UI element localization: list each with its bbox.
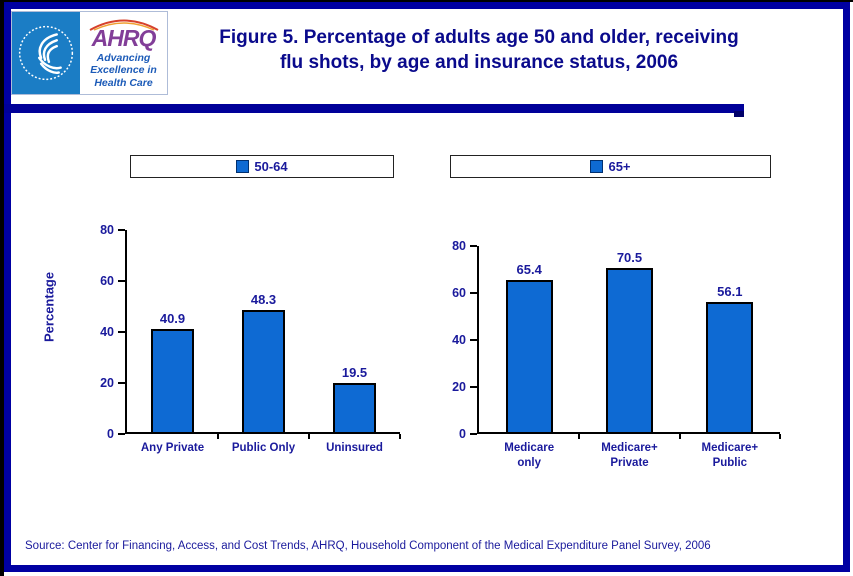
y-tick-mark	[118, 382, 125, 384]
figure-title-line2: flu shots, by age and insurance status, …	[279, 51, 679, 73]
bar-chart-50-64: 0 20 40 60 80 40.9 Any Private 48.3 Public Only…	[89, 223, 401, 454]
legend-label: 50-64	[254, 159, 288, 174]
bar-value-label: 56.1	[717, 283, 743, 299]
bar-value-label: 65.4	[516, 261, 542, 277]
y-tick-mark	[118, 229, 125, 231]
bar-group: 40.9 Any Private	[127, 230, 219, 454]
bar	[605, 268, 654, 432]
y-tick-label: 80	[100, 223, 114, 237]
legend-65-plus: 65+	[450, 155, 771, 178]
ahrq-tagline: Advancing Excellence in Health Care	[90, 52, 157, 89]
y-tick-label: 60	[452, 286, 466, 300]
y-tick-label: 40	[452, 333, 466, 347]
bar	[706, 301, 754, 432]
bar-value-label: 40.9	[159, 310, 186, 326]
bar-value-label: 48.3	[250, 292, 277, 308]
y-tick-label: 20	[100, 376, 114, 390]
legend-50-64: 50-64	[130, 155, 394, 178]
legend-swatch-icon	[236, 160, 250, 173]
y-tick-mark	[470, 386, 477, 388]
bar-chart-65-plus: 0 20 40 60 80 65.4 Medicare only 70.5 Medicare+…	[441, 239, 782, 469]
x-category-label: Any Private	[140, 442, 205, 454]
title-divider-endcap	[734, 111, 744, 117]
frame-shadow-left	[0, 0, 4, 576]
x-category-label: Uninsured	[326, 442, 383, 454]
y-tick-mark	[118, 331, 125, 333]
y-tick-mark	[118, 433, 125, 435]
y-tick-label: 40	[100, 325, 114, 339]
ahrq-arc-icon	[89, 20, 158, 32]
bar-group: 70.5 Medicare+ Private	[579, 246, 681, 469]
x-category-label: Public Only	[231, 442, 296, 454]
title-divider-bar	[4, 104, 744, 113]
y-tick-label: 60	[100, 274, 114, 288]
ahrq-logo: AHRQ Advancing Excellence in Health Care	[11, 11, 168, 95]
figure-title: Figure 5. Percentage of adults age 50 an…	[180, 26, 778, 75]
bar-group: 65.4 Medicare only	[479, 246, 581, 469]
y-tick-mark	[118, 280, 125, 282]
y-axis-title: Percentage	[41, 271, 57, 343]
ahrq-wordmark: AHRQ Advancing Excellence in Health Care	[80, 12, 167, 94]
bar-group: 19.5 Uninsured	[309, 230, 401, 454]
plot-area: 40.9 Any Private 48.3 Public Only 19.5 Uninsu…	[125, 230, 401, 454]
y-tick-label: 0	[459, 427, 466, 441]
bar-group: 56.1 Medicare+ Public	[680, 246, 782, 469]
y-tick-label: 80	[452, 239, 466, 253]
bar	[151, 328, 194, 432]
plot-row: 0 20 40 60 80 40.9 Any Private 48.3 Public Only…	[89, 223, 401, 454]
y-tick-mark	[470, 292, 477, 294]
bar-group: 48.3 Public Only	[218, 230, 310, 454]
legend-label: 65+	[608, 159, 631, 174]
x-category-label: Medicare+ Private	[601, 442, 658, 469]
source-note: Source: Center for Financing, Access, an…	[25, 540, 711, 552]
frame-shadow-top	[0, 0, 853, 2]
ahrq-acronym: AHRQ	[91, 25, 157, 52]
y-axis: 0 20 40 60 80	[89, 223, 125, 441]
bar	[333, 382, 376, 432]
bar	[242, 310, 285, 432]
hhs-seal-icon	[12, 12, 80, 94]
y-tick-mark	[470, 339, 477, 341]
bar-value-label: 70.5	[616, 250, 643, 266]
y-tick-label: 0	[107, 427, 114, 441]
x-category-label: Medicare+ Public	[701, 442, 759, 469]
y-tick-mark	[470, 433, 477, 435]
bar	[505, 279, 553, 432]
figure-title-line1: Figure 5. Percentage of adults age 50 an…	[219, 27, 739, 48]
y-tick-mark	[470, 245, 477, 247]
legend-swatch-icon	[590, 160, 604, 173]
plot-area: 65.4 Medicare only 70.5 Medicare+ Private 56…	[477, 246, 782, 469]
x-category-label: Medicare only	[504, 442, 555, 469]
plot-row: 0 20 40 60 80 65.4 Medicare only 70.5 Medicare+…	[441, 239, 782, 469]
bar-value-label: 19.5	[341, 364, 368, 380]
y-axis: 0 20 40 60 80	[441, 239, 477, 441]
y-tick-label: 20	[452, 380, 466, 394]
